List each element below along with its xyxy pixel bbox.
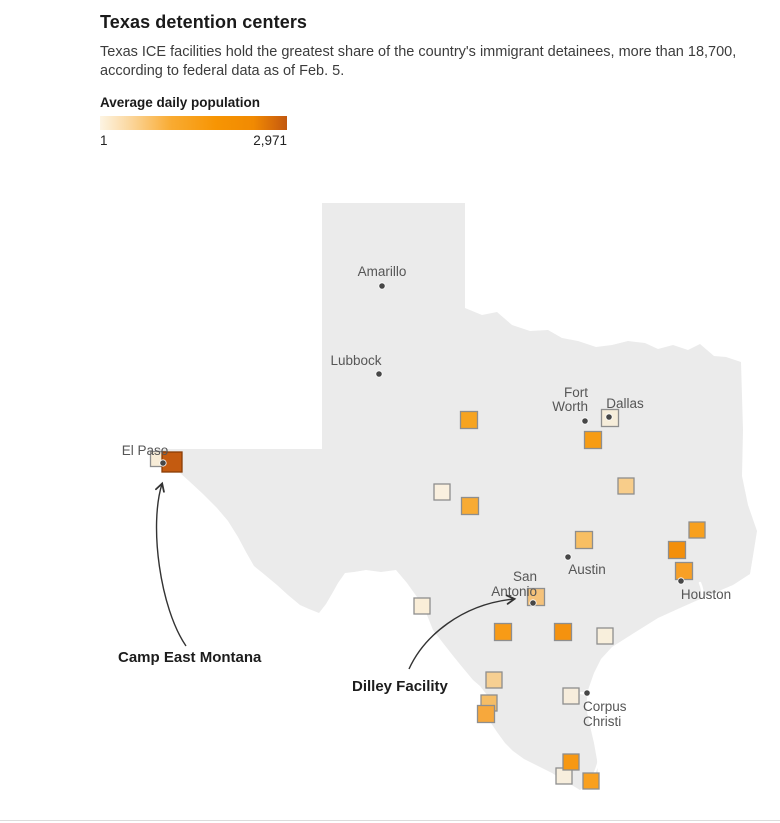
legend-max-label: 2,971: [253, 133, 287, 148]
city-dot: [375, 370, 383, 378]
facility-square[interactable]: [688, 521, 706, 539]
city-label: Worth: [552, 399, 588, 414]
page-subtitle: Texas ICE facilities hold the greatest s…: [100, 44, 737, 80]
annotation-arrow: [408, 594, 517, 670]
city-houston: Houston: [677, 577, 731, 602]
legend-labels: 1 2,971: [100, 133, 287, 148]
city-dot: [378, 282, 386, 290]
city-dot: [529, 599, 537, 607]
annotation-arrow: [155, 481, 187, 647]
annotation-label: Dilley Facility: [352, 678, 449, 695]
legend-gradient-bar: [100, 116, 287, 130]
legend-title: Average daily population: [100, 95, 261, 110]
facility-square[interactable]: [562, 687, 580, 705]
city-label: Amarillo: [358, 264, 407, 279]
facility-square[interactable]: [485, 671, 503, 689]
city-label: San: [513, 569, 537, 584]
facility-square[interactable]: [583, 430, 603, 450]
city-label: Fort: [564, 385, 588, 400]
city-dot: [583, 689, 591, 697]
header: Texas detention centers Texas ICE facili…: [100, 12, 765, 81]
city-amarillo: Amarillo: [358, 264, 407, 290]
city-austin: Austin: [564, 553, 606, 577]
city-label: Houston: [681, 587, 731, 602]
city-dot: [605, 413, 613, 421]
annotation-label: Camp East Montana: [118, 649, 262, 666]
annotation-camp-east-montana: Camp East Montana: [118, 481, 262, 666]
facility-square[interactable]: [493, 622, 513, 642]
legend: Average daily population 1 2,971: [100, 95, 287, 148]
facility-square[interactable]: [459, 410, 479, 430]
facility-square[interactable]: [433, 483, 451, 501]
facility-square[interactable]: [562, 753, 580, 771]
facility-square[interactable]: [476, 704, 496, 724]
city-dot: [159, 459, 167, 467]
facility-square[interactable]: [553, 622, 573, 642]
city-label: Dallas: [606, 396, 644, 411]
legend-min-label: 1: [100, 133, 108, 148]
facility-square[interactable]: [582, 772, 600, 790]
city-label: Lubbock: [330, 353, 381, 368]
city-dallas: Dallas: [605, 396, 644, 421]
facility-square[interactable]: [596, 627, 614, 645]
bottom-divider: [0, 820, 780, 821]
city-label: Christi: [583, 714, 621, 729]
city-dot: [581, 417, 589, 425]
facility-square[interactable]: [460, 496, 480, 516]
facility-square[interactable]: [617, 477, 635, 495]
annotation-dilley-facility: Dilley Facility: [352, 594, 517, 695]
facility-square[interactable]: [413, 597, 431, 615]
facility-square[interactable]: [574, 530, 594, 550]
city-label: Austin: [568, 562, 606, 577]
facility-square[interactable]: [667, 540, 687, 560]
facility-square[interactable]: [674, 561, 694, 581]
city-dot: [677, 577, 685, 585]
city-lubbock: Lubbock: [330, 353, 383, 378]
city-label: Antonio: [491, 584, 537, 599]
city-el-paso: El Paso: [122, 443, 169, 467]
city-label: El Paso: [122, 443, 169, 458]
page-title: Texas detention centers: [100, 12, 308, 32]
texas-outline: [157, 203, 757, 790]
city-label: Corpus: [583, 699, 627, 714]
city-dot: [564, 553, 572, 561]
